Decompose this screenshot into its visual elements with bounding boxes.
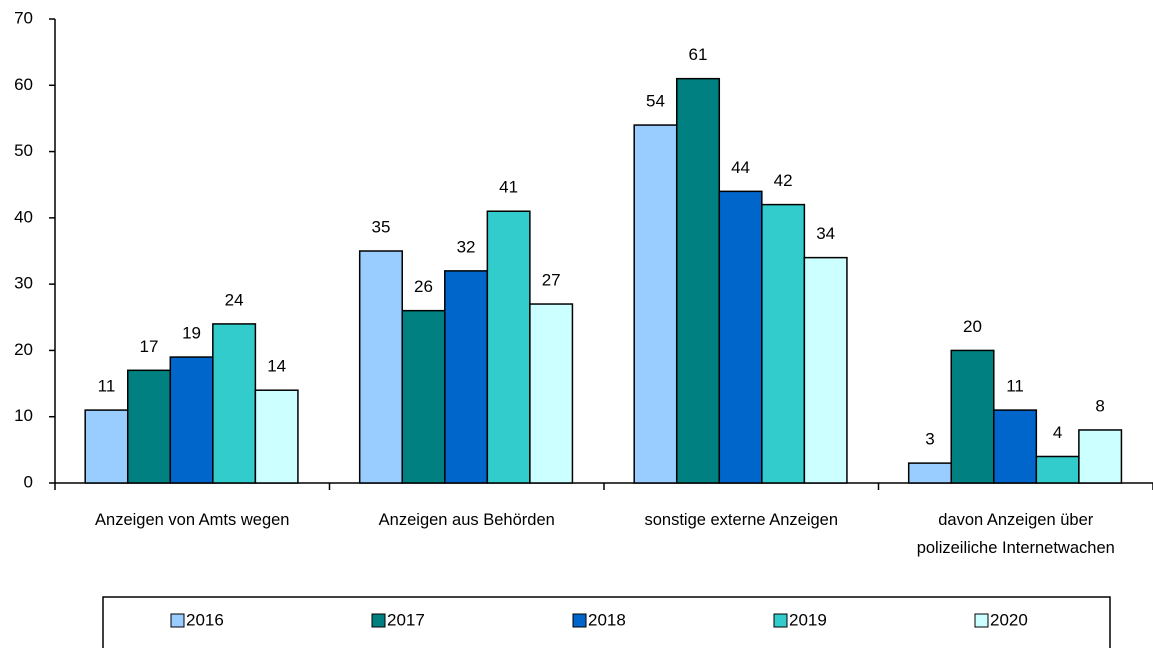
value-label: 61	[689, 45, 708, 64]
y-tick-label: 10	[14, 406, 33, 425]
legend-label: 2018	[588, 610, 626, 629]
bar	[675, 77, 721, 484]
value-label: 8	[1095, 396, 1104, 415]
y-tick-label: 60	[14, 75, 33, 94]
value-label: 11	[98, 377, 116, 396]
y-tick-label: 20	[14, 340, 33, 359]
bar	[803, 256, 848, 484]
value-label: 26	[414, 277, 433, 296]
legend-swatch	[572, 613, 587, 628]
bar	[718, 190, 763, 484]
value-label: 44	[731, 158, 750, 177]
bar	[993, 409, 1038, 484]
bar	[1035, 455, 1080, 484]
value-label: 34	[816, 224, 835, 243]
x-tick-label: davon Anzeigen über polizeiliche Interne…	[916, 511, 1115, 557]
value-label: 19	[182, 324, 201, 343]
legend-label: 2017	[387, 610, 425, 629]
bar	[529, 303, 574, 484]
value-label: 41	[499, 178, 518, 197]
bar	[444, 270, 489, 484]
value-label: 24	[225, 290, 244, 309]
bar	[254, 389, 299, 484]
value-label: 27	[542, 271, 561, 290]
legend-label: 2020	[990, 610, 1028, 629]
x-tick-label: Anzeigen von Amts wegen	[95, 511, 290, 529]
legend-swatch	[170, 613, 185, 628]
y-tick-label: 40	[14, 207, 33, 226]
y-tick-label: 70	[14, 8, 33, 27]
bar	[907, 462, 952, 484]
value-label: 35	[372, 217, 391, 236]
legend-box	[102, 596, 1111, 648]
value-label: 11	[1006, 377, 1024, 396]
legend-label: 2016	[186, 610, 224, 629]
legend-swatch	[371, 613, 386, 628]
legend-swatch	[974, 613, 989, 628]
legend-label: 2019	[789, 610, 827, 629]
x-tick-label: Anzeigen aus Behörden	[378, 511, 555, 529]
bar	[84, 409, 129, 484]
bar	[401, 309, 446, 484]
value-label: 32	[457, 237, 476, 256]
value-label: 42	[774, 171, 793, 190]
value-label: 17	[140, 337, 159, 356]
value-label: 4	[1053, 423, 1062, 442]
value-label: 54	[646, 92, 665, 111]
y-tick-label: 30	[14, 274, 33, 293]
bar	[169, 356, 214, 484]
x-tick-label: sonstige externe Anzeigen	[644, 511, 839, 529]
y-tick-label: 0	[24, 472, 33, 491]
value-label: 20	[963, 317, 982, 336]
y-tick-label: 50	[14, 141, 33, 160]
value-label: 3	[925, 430, 934, 449]
bar	[950, 349, 995, 484]
bar	[126, 369, 172, 484]
bar	[1078, 429, 1123, 484]
bar	[633, 124, 678, 484]
bar	[358, 250, 403, 484]
bar	[761, 203, 806, 484]
bar	[212, 323, 257, 484]
bar	[486, 210, 531, 484]
value-label: 14	[267, 357, 286, 376]
legend-swatch	[773, 613, 788, 628]
